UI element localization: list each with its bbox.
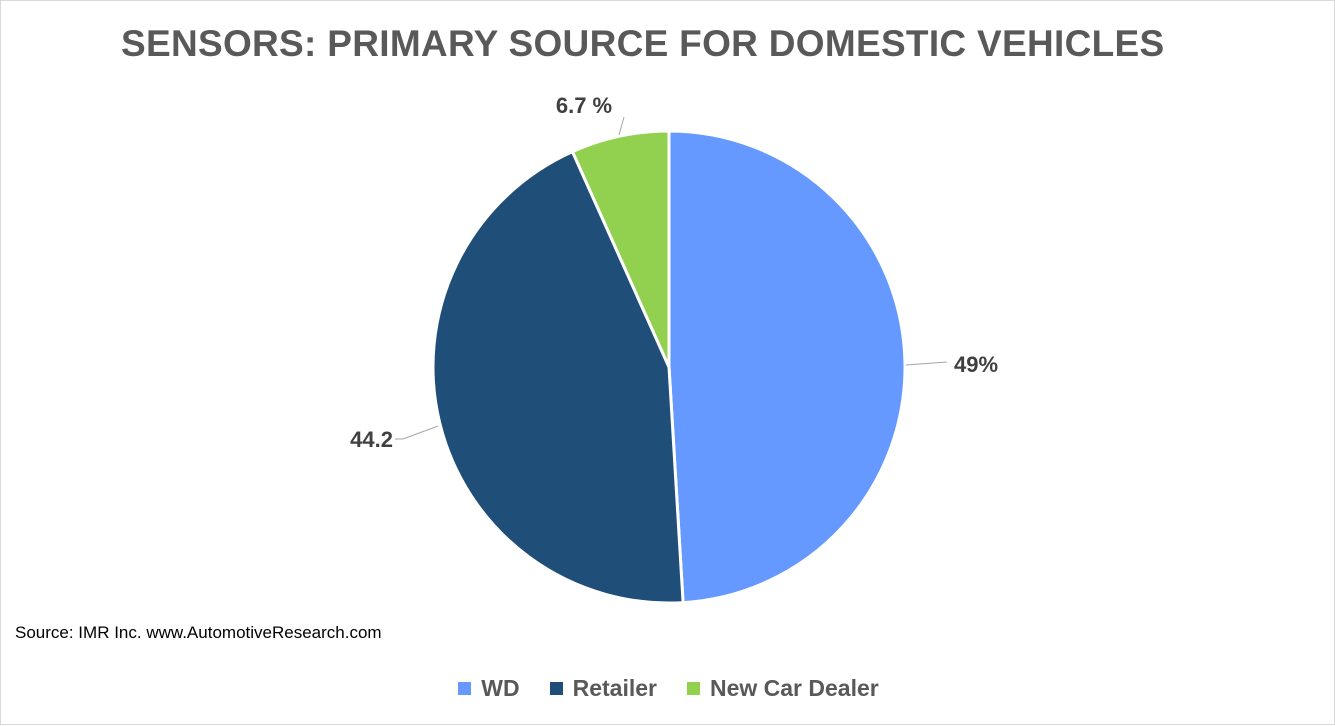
legend-item-new-car-dealer: New Car Dealer	[686, 675, 879, 702]
legend: WD Retailer New Car Dealer	[1, 675, 1335, 702]
source-note: Source: IMR Inc. www.AutomotiveResearch.…	[15, 623, 382, 642]
legend-swatch-wd	[458, 682, 472, 695]
leader-line-wd	[905, 361, 948, 366]
legend-label-wd: WD	[481, 675, 520, 701]
legend-item-wd: WD	[458, 675, 520, 702]
leader-line-new-car-dealer	[618, 116, 625, 136]
pie-slice-new-car-dealer	[570, 129, 671, 368]
legend-item-retailer: Retailer	[549, 675, 657, 702]
data-label-retailer: 44.2	[350, 427, 393, 452]
legend-label-retailer: Retailer	[572, 675, 657, 701]
pie-slice-retailer	[431, 149, 685, 605]
data-label-wd: 49%	[954, 352, 998, 377]
pie-slice-wd	[667, 129, 907, 605]
data-label-new-car-dealer: 6.7 %	[556, 93, 612, 118]
legend-label-new-car-dealer: New Car Dealer	[709, 675, 879, 701]
leader-line-retailer	[395, 425, 439, 440]
chart-title: SENSORS: PRIMARY SOURCE FOR DOMESTIC VEH…	[121, 23, 1165, 64]
legend-swatch-retailer	[549, 682, 563, 695]
legend-swatch-new-car-dealer	[686, 682, 700, 695]
